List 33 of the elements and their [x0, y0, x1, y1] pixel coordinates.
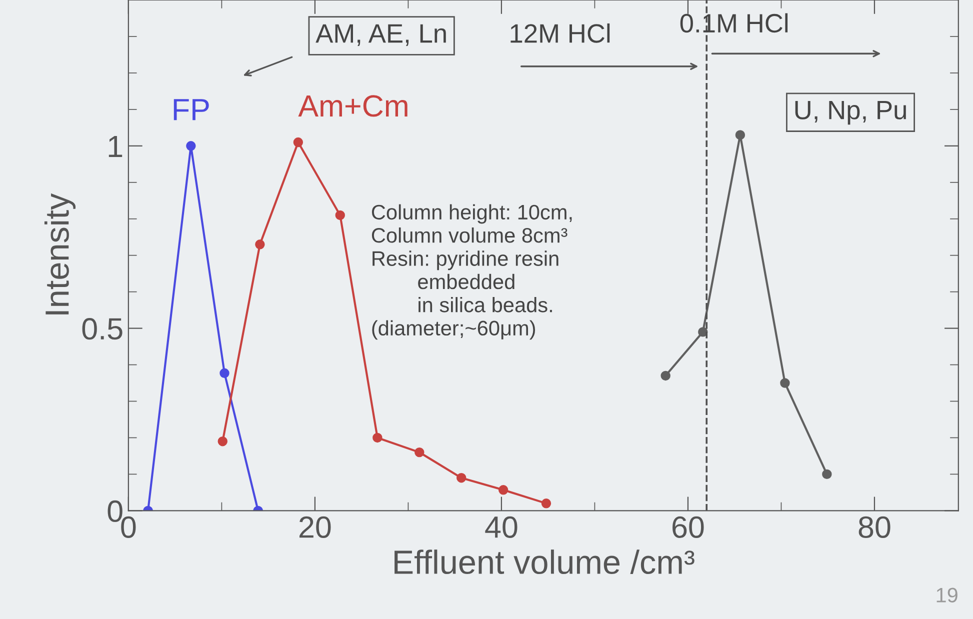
x-tick-label: 40: [485, 516, 518, 538]
x-tick-label: 20: [299, 516, 331, 538]
x-tick-label: 60: [672, 516, 704, 538]
x-tick-label: 0: [121, 516, 136, 538]
point: [186, 141, 196, 151]
point: [335, 210, 345, 220]
annotation: AM, AE, Ln: [316, 24, 446, 46]
point: [372, 432, 382, 443]
y-axis-title: Intensity: [44, 193, 76, 314]
annotation: Column height: 10cm, Column volume 8cm³ Resin: pyridine resin embedded in silica beads. (diameter;~60μm): [372, 204, 572, 340]
y-tick-label: 0.5: [82, 318, 122, 340]
point: [735, 130, 746, 140]
point: [414, 447, 424, 458]
point: [218, 436, 228, 446]
y-tick-label: 1: [108, 136, 122, 157]
x-tick-label: 80: [858, 516, 890, 538]
point: [220, 368, 230, 378]
point: [780, 378, 790, 388]
series-label: FP: [174, 99, 209, 120]
point: [541, 498, 552, 508]
point: [255, 240, 265, 250]
annotation: 12M HCl: [510, 23, 610, 43]
annotation: 0.1M HCl: [680, 13, 788, 33]
annotation: U, Np, Pu: [795, 101, 906, 125]
point: [660, 370, 670, 381]
point: [456, 472, 466, 483]
point: [293, 137, 304, 148]
series-label: Am+Cm: [298, 95, 408, 117]
point: [498, 485, 508, 495]
point: [822, 469, 832, 480]
text: 19: [936, 588, 958, 602]
y-tick-label: 0: [108, 500, 122, 522]
x-axis-title: Effluent volume /cm³: [394, 550, 694, 574]
